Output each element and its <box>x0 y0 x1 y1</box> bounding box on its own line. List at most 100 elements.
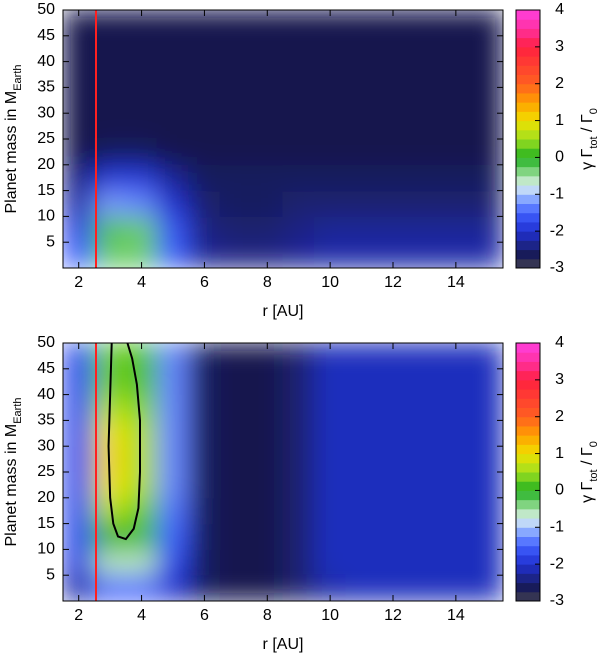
x-tick-label: 4 <box>137 274 146 291</box>
colorbar-band <box>516 389 540 399</box>
heat-cell <box>376 548 410 576</box>
heat-cell <box>156 394 190 421</box>
heat-cell <box>345 10 378 37</box>
colorbar-band <box>516 564 540 574</box>
heat-cell <box>345 35 378 63</box>
heat-cell <box>188 61 221 88</box>
heat-cell <box>156 215 190 243</box>
heat-cell <box>63 445 95 473</box>
heat-cell <box>251 215 284 243</box>
heat-cell <box>282 548 315 576</box>
heat-cell <box>156 138 190 166</box>
heat-cell <box>219 138 253 166</box>
heat-cell <box>125 419 158 447</box>
heat-cell <box>125 368 158 396</box>
heat-cell <box>471 190 503 217</box>
heat-cell <box>219 471 253 499</box>
colorbar-band <box>516 416 540 427</box>
heat-cell <box>188 164 221 192</box>
label-part: / Γ <box>579 114 596 136</box>
y-tick-label: 50 <box>37 1 55 18</box>
colorbar-band <box>516 203 540 214</box>
heat-cell <box>345 445 378 473</box>
heat-cell <box>188 368 221 396</box>
y-tick-label: 15 <box>37 515 55 532</box>
x-tick-label: 10 <box>321 607 339 624</box>
colorbar-band <box>516 120 540 131</box>
colorbar-band <box>516 56 540 66</box>
colorbar-band <box>516 139 540 149</box>
colorbar-band <box>516 499 540 510</box>
heat-cell <box>313 164 347 192</box>
heat-cell <box>471 241 503 268</box>
heat-cell <box>471 10 503 37</box>
heat-cell <box>282 523 315 550</box>
y-tick-label: 30 <box>37 437 55 454</box>
heat-cell <box>219 215 253 243</box>
heat-cell <box>93 112 127 140</box>
heat-cell <box>93 35 127 63</box>
heat-cell <box>471 35 503 63</box>
heat-cell <box>439 523 473 550</box>
heat-cell <box>376 471 410 499</box>
colorbar-tick-label: -3 <box>550 592 564 609</box>
heat-cell <box>345 241 378 268</box>
heat-cell <box>282 61 315 88</box>
y-tick-label: 45 <box>37 360 55 377</box>
heat-cell <box>63 112 95 140</box>
heat-cell <box>439 215 473 243</box>
subscript: 0 <box>588 108 600 114</box>
colorbar-label: γ Γtot / Γ0 <box>579 108 600 170</box>
heat-cell <box>313 471 347 499</box>
colorbar-tick-label: -1 <box>550 186 564 203</box>
heat-cell <box>439 190 473 217</box>
heat-cell <box>219 419 253 447</box>
colorbar-frame <box>515 342 541 602</box>
heat-cell <box>439 61 473 88</box>
heat-cell <box>345 471 378 499</box>
colorbar-band <box>516 370 540 381</box>
colorbar-band <box>516 221 540 232</box>
heat-cell <box>219 112 253 140</box>
heat-cell <box>439 445 473 473</box>
heat-cell <box>251 35 284 63</box>
heat-cell <box>376 138 410 166</box>
heat-cell <box>188 471 221 499</box>
colorbar-tick-label: 1 <box>555 445 564 462</box>
heat-cell <box>471 574 503 601</box>
heat-cell <box>408 394 441 421</box>
heat-cell <box>156 445 190 473</box>
heat-cell <box>345 164 378 192</box>
colorbar-band <box>516 554 540 565</box>
heat-cell <box>156 164 190 192</box>
heat-cell <box>376 394 410 421</box>
label-part: Planet mass in M <box>3 424 20 547</box>
heat-cell <box>471 343 503 370</box>
heat-cell <box>156 35 190 63</box>
heat-cell <box>188 138 221 166</box>
heat-cell <box>345 112 378 140</box>
heat-cell <box>125 138 158 166</box>
heat-cell <box>93 241 127 268</box>
heat-cell <box>471 164 503 192</box>
subscript: Earth <box>12 397 24 423</box>
heat-cell <box>63 548 95 576</box>
y-axis-label: Planet mass in MEarth <box>3 64 24 213</box>
heat-cell <box>376 86 410 114</box>
plot-area <box>63 10 503 268</box>
colorbar-band <box>516 212 540 223</box>
colorbar-tick-label: 4 <box>555 334 564 351</box>
y-tick-label: 10 <box>37 541 55 558</box>
colorbar-band <box>516 343 540 353</box>
heat-cell <box>282 574 315 601</box>
heat-cell <box>408 574 441 601</box>
heat-cell <box>93 548 127 576</box>
colorbar-band <box>516 545 540 556</box>
heat-cell <box>125 471 158 499</box>
heat-cell <box>345 61 378 88</box>
label-part: Planet mass in M <box>3 91 20 214</box>
heat-cell <box>93 190 127 217</box>
heat-cell <box>408 215 441 243</box>
heat-cell <box>282 445 315 473</box>
heat-cell <box>471 548 503 576</box>
